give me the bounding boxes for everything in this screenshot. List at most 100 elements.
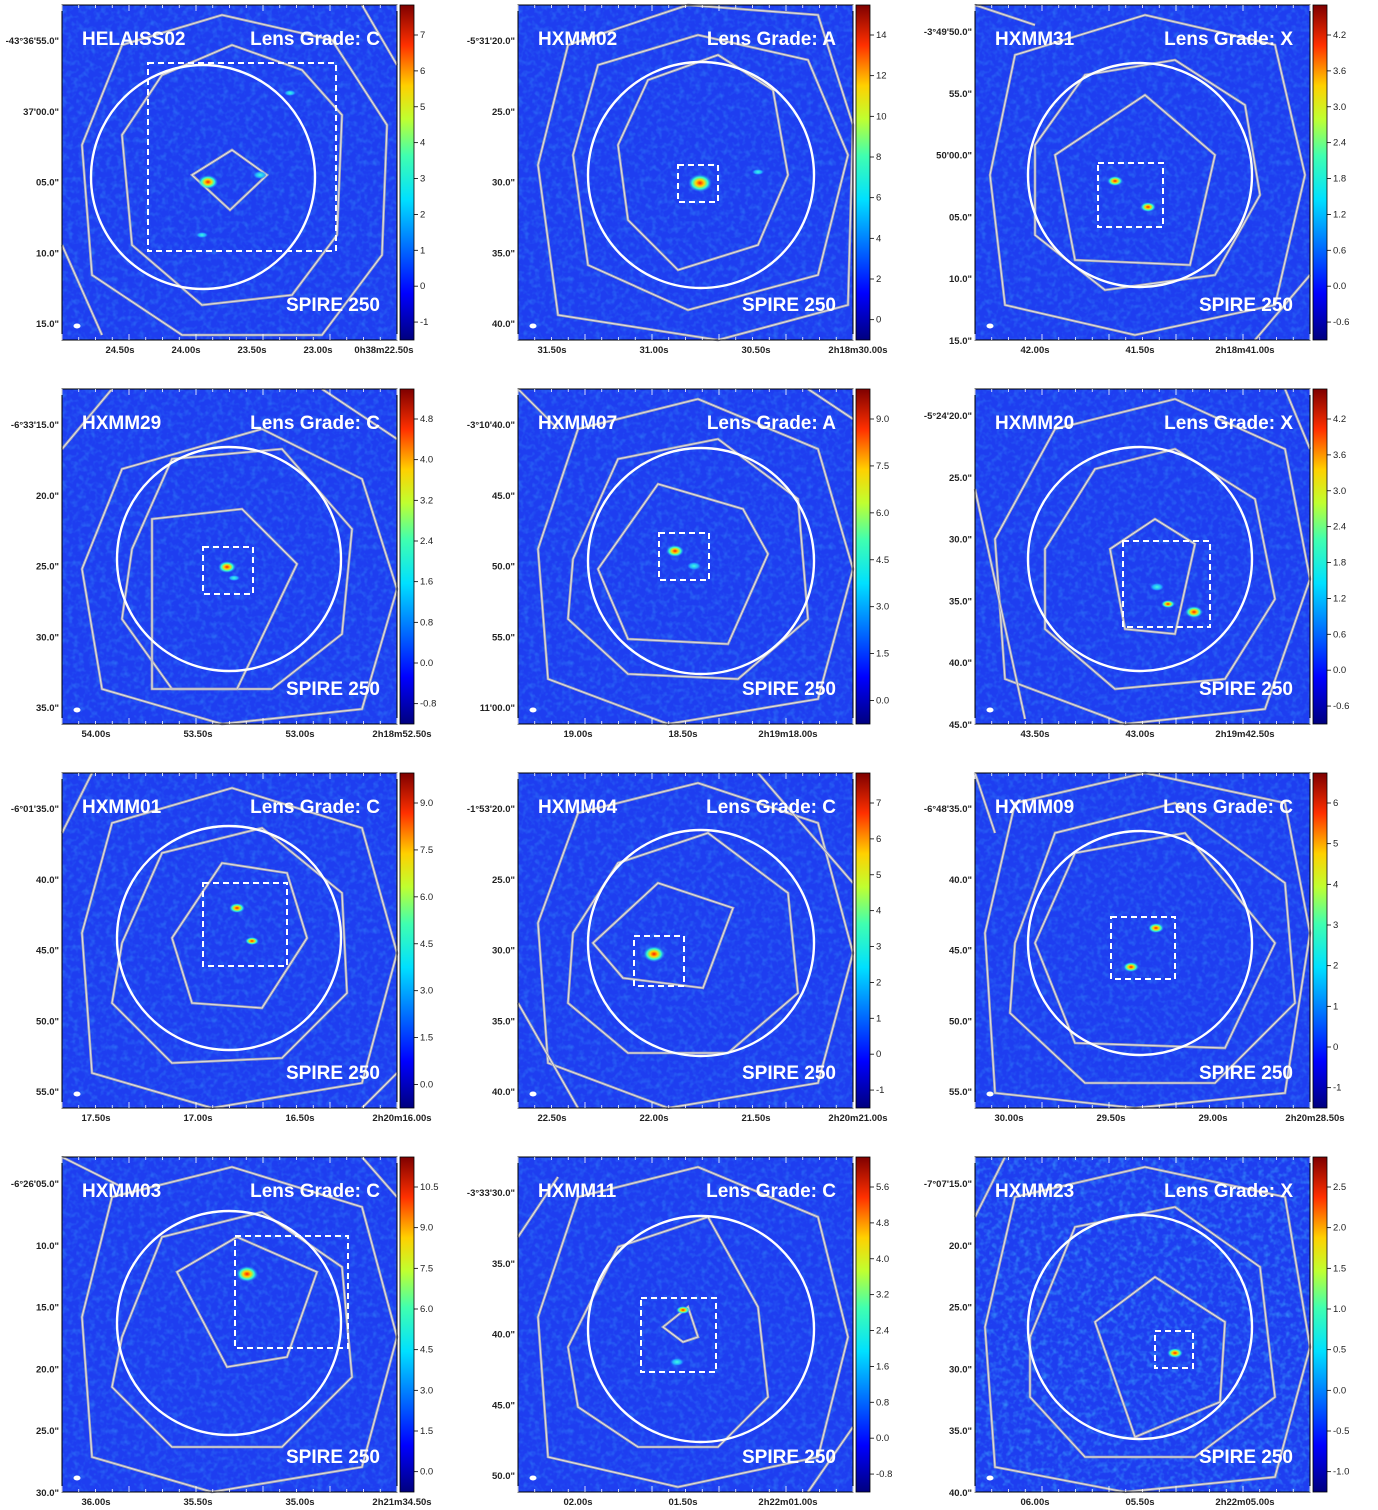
contour-line-highlight xyxy=(121,44,343,306)
colorbar-tick-label: 3.0 xyxy=(876,602,889,613)
colorbar-tick-label: -0.8 xyxy=(876,1469,892,1480)
ra-tick-label: 41.50s xyxy=(1125,345,1154,356)
colorbar-tick-label: 1.5 xyxy=(420,1426,433,1437)
colorbar-tick-label: 7 xyxy=(876,798,881,809)
contour-line-highlight xyxy=(1044,448,1276,690)
colorbar-gradient xyxy=(1312,4,1328,341)
dec-tick-label: 30.0" xyxy=(36,1488,59,1499)
emission-source xyxy=(687,562,701,570)
dec-tick-label: 15.0" xyxy=(36,1303,59,1314)
colorbar-tick-label: 3.2 xyxy=(876,1290,889,1301)
colorbar-tick-label: 4 xyxy=(1333,879,1338,890)
dec-tick-label: 05.0" xyxy=(949,212,972,223)
contour-line-highlight xyxy=(974,772,996,834)
beam-circle xyxy=(586,828,816,1058)
contour-line-highlight xyxy=(537,1166,849,1488)
colorbar-tick-label: 2.4 xyxy=(1333,138,1346,149)
colorbar-tick-label: 2 xyxy=(876,977,881,988)
dec-tick-label: 40.0" xyxy=(949,658,972,669)
beam-circle xyxy=(1026,61,1254,289)
lens-grade: Lens Grade: C xyxy=(706,797,836,818)
colorbar-tick-label: 0.0 xyxy=(420,1467,433,1478)
source-name: HXMM23 xyxy=(995,1181,1074,1202)
dec-tick-label: 30.0" xyxy=(949,535,972,546)
dec-tick-label: 50'00.0" xyxy=(936,151,972,162)
ra-tick-label: 42.00s xyxy=(1020,345,1049,356)
colorbar-tick-label: 3 xyxy=(876,942,881,953)
contour-line-highlight xyxy=(61,244,103,336)
colorbar-tick-label: 4.0 xyxy=(876,1254,889,1265)
colorbar-tick-label: 4.5 xyxy=(420,939,433,950)
source-name: HXMM01 xyxy=(82,797,162,818)
emission-source xyxy=(198,175,218,189)
contour-line-highlight xyxy=(361,1072,398,1109)
colorbar: 9.0 7.5 6.0 4.5 3.0 1.5 0.0 xyxy=(399,772,433,1109)
dec-tick-label: 35.0" xyxy=(492,248,515,259)
colorbar-tick-label: 0.0 xyxy=(876,696,889,707)
beam-circle xyxy=(115,445,343,673)
dec-tick-label: 40.0" xyxy=(36,875,59,886)
dec-tick-label: 35.0" xyxy=(949,596,972,607)
band-label: SPIRE 250 xyxy=(286,295,380,316)
dec-tick-label: 55.0" xyxy=(949,1087,972,1098)
ra-tick-label: 21.50s xyxy=(741,1113,770,1124)
colorbar-tick-label: -0.6 xyxy=(1333,701,1349,712)
colorbar-tick-label: 3 xyxy=(420,174,425,185)
dec-tick-label: 25.0" xyxy=(492,107,515,118)
dec-tick-label: 10.0" xyxy=(949,274,972,285)
colorbar: 7 6 5 4 3 2 1 0 -1 xyxy=(399,4,428,341)
colorbar-gradient xyxy=(399,772,415,1109)
colorbar: 10.5 9.0 7.5 6.0 4.5 3.0 1.5 0.0 xyxy=(399,1156,439,1493)
ra-tick-label: 18.50s xyxy=(668,729,697,740)
colorbar-tick-label: 0.0 xyxy=(420,1080,433,1091)
colorbar-tick-label: 3.6 xyxy=(1333,66,1346,77)
contour-line-highlight xyxy=(61,388,113,450)
beam-ellipse xyxy=(529,1475,537,1481)
colorbar-tick-label: 1 xyxy=(420,245,425,256)
beam-circle xyxy=(1026,445,1254,673)
colorbar-tick-label: 0.0 xyxy=(1333,665,1346,676)
dec-tick-label: 25.0" xyxy=(492,875,515,886)
contour-line-highlight xyxy=(567,832,799,1054)
dec-tick-label: 20.0" xyxy=(36,1364,59,1375)
dec-tick-label: -6°33'15.0" xyxy=(11,420,59,431)
colorbar-tick-label: 10.5 xyxy=(420,1182,439,1193)
emission-source xyxy=(253,171,267,179)
ra-tick-label: 2h18m41.00s xyxy=(1215,345,1274,356)
dec-tick-label: 30.0" xyxy=(492,178,515,189)
contour-line-highlight xyxy=(61,1156,123,1188)
dec-tick-label: 45.0" xyxy=(492,491,515,502)
contour-line-highlight xyxy=(321,388,398,440)
inner-contour-highlight xyxy=(171,862,308,1009)
band-label: SPIRE 250 xyxy=(286,679,380,700)
colorbar-tick-label: 4.2 xyxy=(1333,414,1346,425)
colorbar-tick-label: 1.8 xyxy=(1333,558,1346,569)
map-noise xyxy=(975,389,1310,724)
colorbar-tick-label: 0 xyxy=(876,315,881,326)
colorbar-tick-label: -1 xyxy=(876,1085,884,1096)
colorbar-gradient xyxy=(855,388,871,725)
source-name: HXMM02 xyxy=(538,29,617,50)
ra-tick-label: 2h20m16.00s xyxy=(372,1113,431,1124)
colorbar-tick-label: 10 xyxy=(876,111,887,122)
colorbar-tick-label: 4.5 xyxy=(876,555,889,566)
dec-tick-label: -5°31'20.0" xyxy=(467,36,515,47)
dec-tick-label: 50.0" xyxy=(949,1016,972,1027)
ra-tick-label: 02.00s xyxy=(563,1497,592,1508)
colorbar: 4.2 3.6 3.0 2.4 1.8 1.2 0.6 0.0 -0.6 xyxy=(1312,388,1349,725)
beam-ellipse xyxy=(529,1091,537,1097)
colorbar-tick-label: 1.0 xyxy=(1333,1304,1346,1315)
lens-panel-hxmm07: HXMM07 Lens Grade: A SPIRE 250 -3°10'40.0" 4… xyxy=(467,387,889,740)
dec-tick-label: 55.0" xyxy=(949,89,972,100)
contour-line-highlight xyxy=(807,388,854,420)
ra-tick-label: 06.00s xyxy=(1020,1497,1049,1508)
emission-source xyxy=(196,232,208,238)
ra-tick-label: 31.50s xyxy=(537,345,566,356)
ra-tick-label: 01.50s xyxy=(668,1497,697,1508)
dec-tick-label: 11'00.0" xyxy=(480,703,515,714)
colorbar-tick-label: 0.8 xyxy=(420,617,433,628)
zoom-box xyxy=(633,935,685,987)
colorbar-tick-label: 2.4 xyxy=(1333,522,1346,533)
colorbar-tick-label: 0.0 xyxy=(420,658,433,669)
colorbar-tick-label: 9.0 xyxy=(876,414,889,425)
